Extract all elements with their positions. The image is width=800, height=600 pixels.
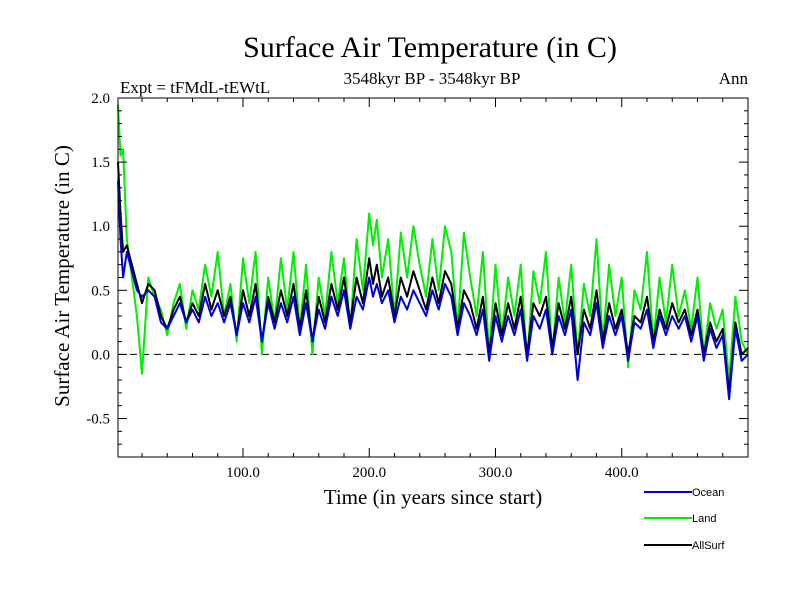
series-line-ocean: [117, 181, 749, 401]
x-tick-label: 100.0: [226, 465, 260, 481]
x-axis-label: Time (in years since start): [324, 485, 543, 509]
y-tick-label: 2.0: [91, 91, 110, 107]
x-tick-label: 200.0: [352, 465, 386, 481]
legend-allsurf-label: AllSurf: [692, 540, 725, 552]
x-tick-label: 400.0: [605, 465, 639, 481]
y-tick-label: 0.5: [91, 283, 110, 299]
series-group: [117, 104, 749, 401]
y-tick-label: 0.0: [91, 347, 110, 363]
legend: Ocean Land AllSurf: [644, 487, 725, 552]
legend-ocean-label: Ocean: [692, 487, 724, 499]
chart-title: Surface Air Temperature (in C): [243, 31, 617, 64]
plot-frame: -0.5 0.0 0.5 1.0 1.5 2.0 100.0 200.0 300.0 400.0: [86, 91, 749, 481]
series-line-land: [117, 104, 749, 382]
period-label: Ann: [719, 69, 749, 88]
y-tick-label: 1.0: [91, 219, 110, 235]
expt-label: Expt = tFMdL-tEWtL: [120, 78, 270, 97]
y-tick-label: -0.5: [86, 412, 110, 428]
chart-subtitle: 3548kyr BP - 3548kyr BP: [344, 69, 521, 88]
legend-land-label: Land: [692, 513, 716, 525]
series-line-allsurf: [117, 162, 749, 394]
y-axis-label: Surface Air Temperature (in C): [50, 145, 74, 407]
x-tick-label: 300.0: [479, 465, 513, 481]
y-tick-label: 1.5: [91, 155, 110, 171]
